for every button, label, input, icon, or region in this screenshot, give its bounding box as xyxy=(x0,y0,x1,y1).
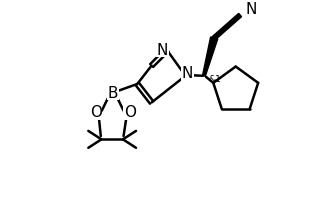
Text: O: O xyxy=(90,104,102,119)
Text: O: O xyxy=(124,104,136,119)
Text: B: B xyxy=(108,85,118,100)
Polygon shape xyxy=(203,38,218,77)
Text: N: N xyxy=(245,2,256,16)
Text: N: N xyxy=(157,42,168,57)
Text: N: N xyxy=(182,66,193,81)
Text: &1: &1 xyxy=(208,75,221,84)
